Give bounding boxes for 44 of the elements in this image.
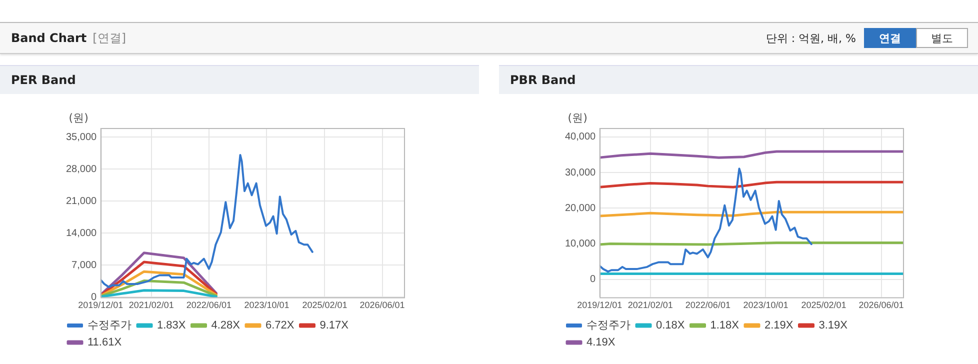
legend-label: 1.83X [157, 320, 186, 332]
x-tick-label: 2025/02/01 [801, 300, 846, 310]
y-tick-label: 10,000 [564, 238, 596, 250]
y-axis-title: (원) [568, 111, 588, 124]
y-axis-title: (원) [68, 111, 88, 124]
x-tick-label: 2021/02/01 [628, 300, 673, 310]
legend-label: 4.19X [586, 336, 616, 349]
y-tick-label: 14,000 [66, 228, 98, 239]
legend-label: 6.72X [265, 320, 295, 332]
x-tick-label: 2023/10/01 [244, 300, 290, 310]
x-tick-label: 2019/12/01 [577, 300, 622, 310]
y-tick-label: 0 [590, 274, 596, 286]
legend-label: 11.61X [88, 336, 122, 349]
chart-title: PBR Band [499, 65, 978, 94]
x-tick-label: 2021/02/01 [128, 300, 174, 310]
text: [연결] [92, 31, 126, 45]
y-tick-label: 35,000 [66, 132, 98, 143]
legend-label: 4.28X [211, 320, 241, 332]
legend-label: 수정주가 [586, 320, 630, 332]
y-tick-label: 40,000 [564, 132, 596, 143]
x-tick-label: 2019/12/01 [78, 300, 124, 310]
x-tick-label: 2023/10/01 [743, 300, 788, 310]
x-tick-label: 2026/06/01 [858, 300, 904, 310]
legend-label: 9.17X [320, 320, 350, 332]
text: 별도 [916, 28, 968, 48]
legend-label: 2.19X [764, 320, 794, 332]
y-tick-label: 20,000 [564, 202, 596, 214]
y-tick-label: 28,000 [66, 164, 98, 175]
legend-label: 수정주가 [88, 320, 132, 332]
x-tick-label: 2022/06/01 [685, 300, 730, 310]
legend-label: 0.18X [656, 320, 686, 332]
chart-title: PER Band [0, 65, 479, 94]
legend-label: 1.18X [710, 320, 740, 332]
x-tick-label: 2026/06/01 [360, 300, 405, 310]
text: 단위 : 억원, 배, % [766, 31, 856, 46]
y-tick-label: 30,000 [564, 167, 596, 178]
x-tick-label: 2025/02/01 [302, 300, 348, 310]
legend-label: 3.19X [818, 320, 848, 332]
y-tick-label: 21,000 [66, 196, 98, 207]
y-tick-label: 7,000 [72, 260, 98, 271]
text: 연결 [864, 28, 916, 48]
x-tick-label: 2022/06/01 [186, 300, 232, 310]
text: Band Chart [11, 31, 87, 45]
y-tick-label: 0 [91, 292, 98, 303]
